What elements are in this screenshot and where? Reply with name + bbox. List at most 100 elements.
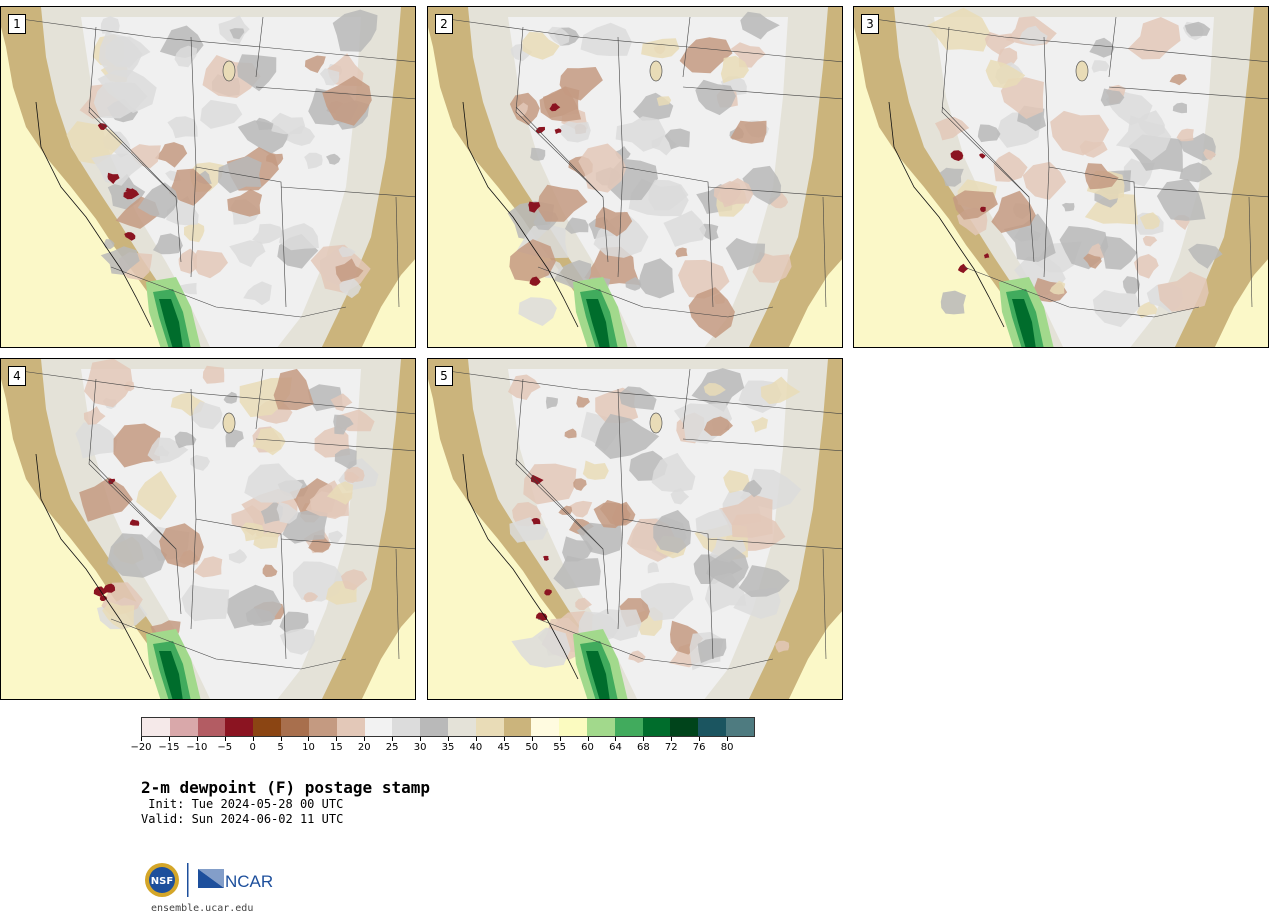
colorbar-swatch bbox=[142, 718, 170, 736]
field-blob bbox=[200, 99, 243, 129]
field-blob bbox=[1134, 254, 1159, 279]
ncar-logo-text: NCAR bbox=[225, 872, 273, 891]
field-blob bbox=[638, 258, 675, 299]
colorbar-ticks: −20 −15 −10 −5 0 5 10 15 20 25 30 35 40 45 50 55 60 64 68 7… bbox=[130, 737, 755, 756]
field-blob bbox=[192, 250, 228, 279]
colorbar-tick-label: 30 bbox=[413, 742, 427, 753]
field-blob bbox=[1049, 280, 1066, 295]
field-blob bbox=[262, 564, 278, 577]
field-blob bbox=[319, 68, 340, 86]
field-blob bbox=[252, 427, 286, 456]
dewpoint-field bbox=[66, 9, 378, 306]
border-line bbox=[255, 438, 415, 452]
field-blob bbox=[1169, 74, 1187, 86]
field-blob bbox=[1127, 17, 1181, 60]
member-panel-4: 4 bbox=[0, 358, 416, 700]
field-blob bbox=[1083, 253, 1102, 269]
border-line bbox=[682, 438, 842, 452]
border-line bbox=[617, 388, 714, 660]
field-blob bbox=[663, 210, 707, 247]
field-blob bbox=[993, 151, 1028, 182]
field-blob bbox=[594, 413, 660, 459]
colorbar-tick-mark bbox=[392, 737, 394, 741]
member-panel-3: 3 bbox=[853, 6, 1269, 348]
colorbar-tick-mark bbox=[196, 737, 198, 741]
border-line bbox=[190, 388, 287, 660]
field-blob bbox=[159, 523, 204, 568]
border-line bbox=[280, 538, 415, 550]
border-line bbox=[110, 618, 347, 670]
field-blob bbox=[1142, 235, 1158, 247]
colorbar-tick-mark bbox=[280, 737, 282, 741]
border-line bbox=[20, 18, 415, 63]
field-blob bbox=[1176, 128, 1194, 142]
colorbar-swatch bbox=[420, 718, 448, 736]
dry-spot bbox=[125, 187, 132, 193]
field-blob bbox=[252, 223, 284, 244]
field-blob bbox=[225, 429, 244, 448]
valid-time: Valid: Sun 2024-06-02 11 UTC bbox=[141, 812, 344, 826]
field-blob bbox=[576, 395, 590, 408]
field-blob bbox=[136, 470, 177, 520]
field-blob bbox=[688, 287, 735, 339]
field-blob bbox=[575, 597, 592, 611]
colorbar-tick-mark bbox=[252, 737, 254, 741]
field-blob bbox=[730, 120, 767, 144]
field-blob bbox=[1179, 162, 1213, 183]
colorbar-swatch bbox=[559, 718, 587, 736]
colorbar-swatch bbox=[587, 718, 615, 736]
field-blob bbox=[559, 67, 603, 101]
field-blob bbox=[510, 43, 533, 62]
colorbar-swatch bbox=[336, 718, 365, 736]
field-blob bbox=[977, 124, 1001, 143]
field-blob bbox=[738, 565, 790, 597]
field-blob bbox=[991, 190, 1036, 233]
field-blob bbox=[1022, 161, 1067, 200]
colorbar-tick-label: 25 bbox=[385, 742, 399, 753]
dry-spot bbox=[99, 595, 108, 601]
colorbar-tick-label: 10 bbox=[302, 742, 315, 753]
colorbar-swatch bbox=[281, 718, 309, 736]
field-blob bbox=[640, 582, 694, 621]
border-line bbox=[682, 86, 842, 100]
field-blob bbox=[243, 281, 272, 306]
field-blob bbox=[1092, 290, 1141, 328]
border-line bbox=[255, 16, 264, 78]
field-blob bbox=[720, 55, 749, 84]
border-line bbox=[617, 36, 714, 308]
field-blob bbox=[742, 165, 782, 205]
field-blob bbox=[508, 374, 541, 400]
field-blob bbox=[1061, 202, 1075, 212]
colorbar-tick-label: −15 bbox=[158, 742, 180, 753]
state-borders bbox=[20, 16, 415, 318]
field-blob bbox=[326, 153, 341, 165]
field-blob bbox=[168, 168, 213, 206]
moist-region bbox=[573, 277, 628, 347]
moist-inner bbox=[159, 651, 183, 699]
field-blob bbox=[679, 37, 733, 74]
border-line bbox=[963, 266, 1200, 318]
colorbar-tick-mark bbox=[141, 737, 142, 741]
dewpoint-map-3 bbox=[854, 7, 1268, 347]
border-line bbox=[1133, 186, 1268, 198]
field-blob bbox=[569, 518, 594, 536]
field-blob bbox=[1100, 236, 1138, 270]
field-blob bbox=[181, 584, 230, 622]
field-blob bbox=[304, 152, 323, 169]
field-blob bbox=[335, 258, 364, 282]
lake bbox=[649, 60, 663, 82]
member-panel-1: 1 bbox=[0, 6, 416, 348]
colorbar-swatch bbox=[726, 718, 754, 736]
border-line bbox=[822, 548, 827, 660]
field-blob bbox=[670, 488, 690, 505]
colorbar-swatch bbox=[197, 718, 226, 736]
field-blob bbox=[740, 11, 780, 40]
field-blob bbox=[562, 536, 593, 562]
dewpoint-map-2 bbox=[428, 7, 842, 347]
field-blob bbox=[719, 494, 773, 538]
dewpoint-field bbox=[75, 359, 379, 655]
field-blob bbox=[326, 481, 354, 505]
field-blob bbox=[1091, 60, 1110, 73]
field-blob bbox=[927, 7, 991, 52]
chart-title: 2-m dewpoint (F) postage stamp bbox=[141, 778, 430, 797]
